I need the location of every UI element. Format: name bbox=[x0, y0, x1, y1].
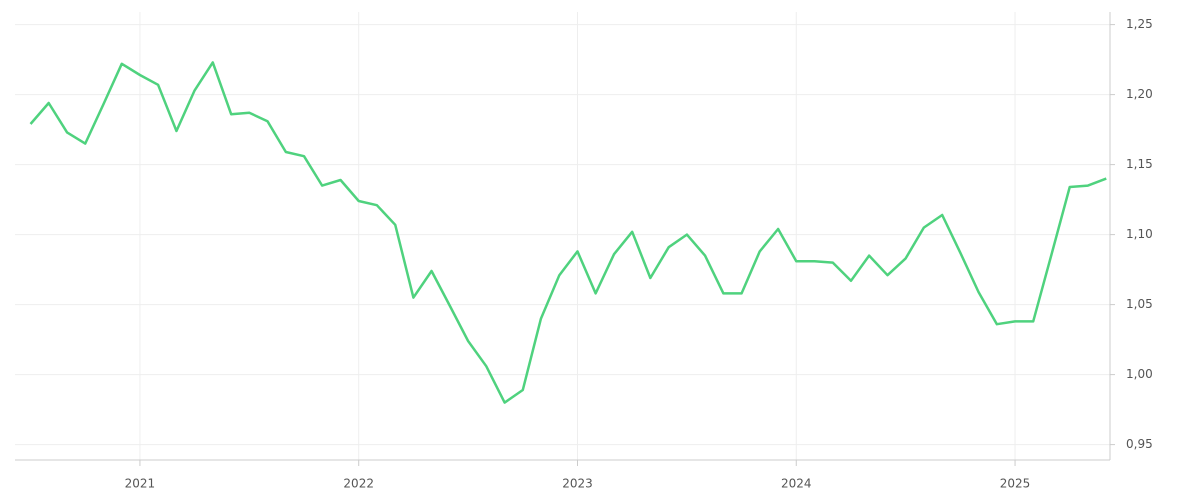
x-tick-label: 2022 bbox=[343, 477, 374, 491]
y-tick-label: 1,05 bbox=[1126, 297, 1153, 311]
x-tick-label: 2024 bbox=[781, 477, 812, 491]
y-tick-label: 1,10 bbox=[1126, 227, 1153, 241]
y-tick-label: 1,20 bbox=[1126, 87, 1153, 101]
y-tick-label: 1,00 bbox=[1126, 367, 1153, 381]
y-tick-label: 0,95 bbox=[1126, 437, 1153, 451]
line bbox=[29, 61, 1107, 404]
y-tick-label: 1,15 bbox=[1126, 157, 1153, 171]
x-tick-label: 2025 bbox=[1000, 477, 1031, 491]
x-tick-label: 2023 bbox=[562, 477, 593, 491]
y-tick-label: 1,25 bbox=[1126, 17, 1153, 31]
x-tick-label: 2021 bbox=[125, 477, 156, 491]
